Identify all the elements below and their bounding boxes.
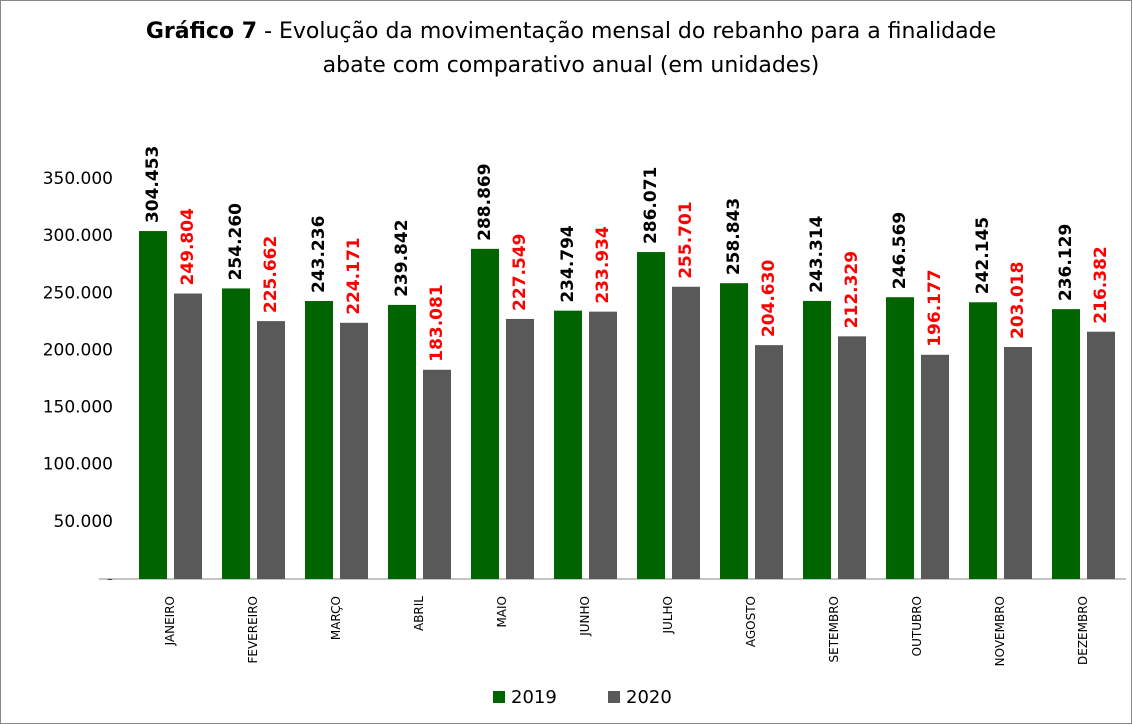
legend-label: 2019 [511, 687, 557, 708]
bar [388, 304, 416, 579]
value-label: 183.081 [427, 284, 447, 361]
x-tick-label: ABRIL [412, 596, 426, 631]
bar [803, 300, 831, 579]
x-tick-label: NOVEMBRO [993, 596, 1007, 666]
value-label: 249.804 [178, 208, 198, 286]
x-tick-label: OUTUBRO [910, 596, 924, 656]
value-label: 304.453 [143, 146, 163, 223]
y-tick-label: 350.000 [43, 169, 113, 189]
bar [1052, 309, 1080, 579]
bar [838, 336, 866, 579]
value-label: 288.869 [475, 163, 495, 240]
x-tick-label: JULHO [661, 596, 675, 634]
x-tick-label: DEZEMBRO [1076, 596, 1090, 665]
bar [672, 286, 700, 579]
bar [755, 345, 783, 579]
bar [969, 302, 997, 579]
value-label: 254.260 [226, 203, 246, 281]
bar [720, 283, 748, 579]
x-tick-label: FEVEREIRO [246, 596, 260, 664]
bar [886, 297, 914, 579]
x-tick-label: JANEIRO [163, 596, 177, 646]
x-tick-label: JUNHO [578, 596, 592, 637]
value-label: 258.843 [724, 198, 744, 275]
legend-swatch [608, 691, 620, 703]
value-label: 234.794 [558, 225, 578, 303]
value-label: 236.129 [1056, 224, 1076, 301]
x-tick-label: MAIO [495, 596, 509, 628]
bar [222, 288, 250, 579]
value-label: 204.630 [759, 260, 779, 338]
bar [423, 369, 451, 579]
value-label: 243.236 [309, 216, 329, 293]
value-label: 255.701 [676, 201, 696, 278]
value-label: 246.569 [890, 212, 910, 289]
value-label: 196.177 [925, 269, 945, 346]
bar [1087, 331, 1115, 579]
bar [554, 310, 582, 579]
x-tick-label: MARÇO [329, 596, 343, 640]
y-tick-label: 200.000 [43, 340, 113, 360]
value-label: 227.549 [510, 234, 530, 311]
bar [340, 322, 368, 579]
bar [174, 293, 202, 579]
value-label: 286.071 [641, 167, 661, 244]
bar [305, 301, 333, 579]
y-tick-label: 100.000 [43, 455, 113, 475]
value-label: 224.171 [344, 237, 364, 314]
value-label: 239.842 [392, 219, 412, 296]
bar [589, 311, 617, 579]
y-tick-label: 300.000 [43, 226, 113, 246]
y-tick-label: 250.000 [43, 283, 113, 303]
value-label: 242.145 [973, 217, 993, 294]
legend-swatch [493, 691, 505, 703]
x-tick-label: AGOSTO [744, 596, 758, 647]
bar [921, 354, 949, 579]
bar [637, 252, 665, 580]
bar [506, 318, 534, 579]
value-label: 225.662 [261, 236, 281, 313]
bar [471, 248, 499, 579]
value-label: 216.382 [1091, 246, 1111, 323]
bar [1004, 346, 1032, 579]
title-bold: Gráfico 7 [145, 19, 258, 44]
chart-title: Gráfico 7 - Evolução da movimentação men… [141, 15, 1001, 83]
legend-label: 2020 [626, 687, 672, 708]
y-tick-label: 50.000 [54, 512, 113, 532]
value-label: 203.018 [1008, 262, 1028, 339]
value-label: 243.314 [807, 215, 827, 293]
x-tick-label: SETEMBRO [827, 596, 841, 662]
y-tick-label: 150.000 [43, 398, 113, 418]
bar [257, 321, 285, 579]
title-text: - Evolução da movimentação mensal do reb… [264, 19, 997, 78]
bar [139, 231, 167, 579]
value-label: 233.934 [593, 226, 613, 304]
value-label: 212.329 [842, 251, 862, 328]
